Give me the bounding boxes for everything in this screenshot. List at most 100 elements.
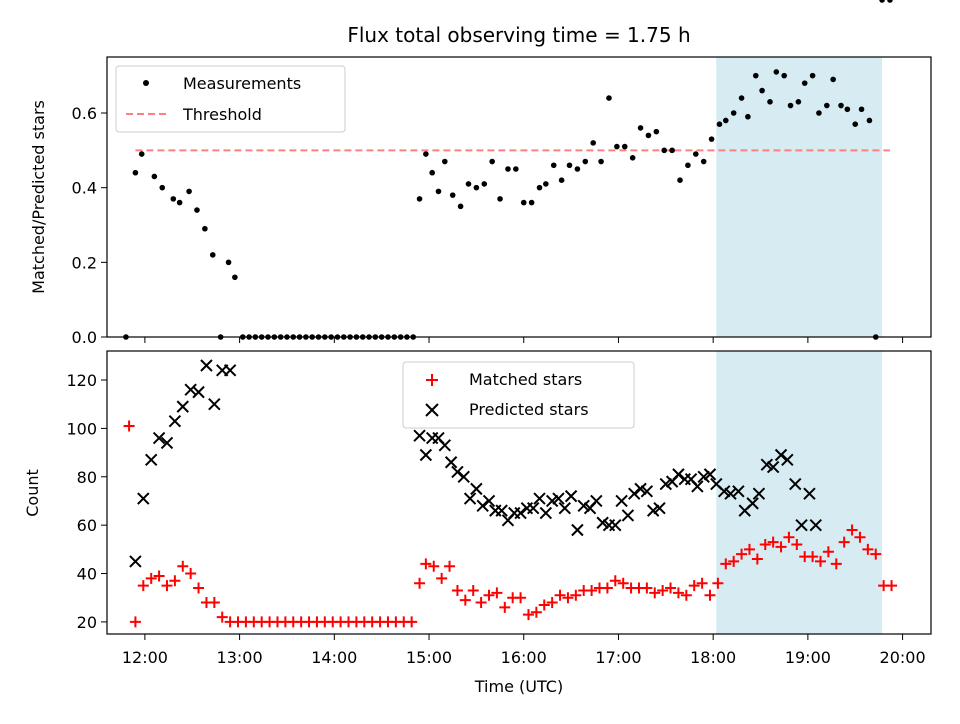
matched-star-point bbox=[546, 597, 558, 609]
measurement-point bbox=[505, 166, 511, 172]
predicted-star-point bbox=[184, 383, 197, 396]
measurement-point bbox=[550, 162, 557, 169]
predicted-star-point bbox=[152, 431, 166, 445]
measurement-point bbox=[598, 158, 604, 165]
legend-matched-label: Matched stars bbox=[469, 370, 582, 389]
measurement-point bbox=[629, 155, 636, 161]
measurement-point bbox=[621, 143, 628, 150]
matched-star-point bbox=[822, 546, 834, 558]
y-tick-label: 0.2 bbox=[72, 253, 97, 272]
matched-star-point bbox=[491, 587, 503, 599]
matched-star-point bbox=[161, 580, 173, 592]
matched-star-point bbox=[451, 584, 463, 596]
top-axes-frame bbox=[106, 56, 932, 338]
predicted-star-point bbox=[137, 492, 150, 505]
predicted-star-point bbox=[703, 468, 717, 481]
predicted-star-point bbox=[168, 414, 182, 428]
measurement-point bbox=[722, 117, 729, 124]
measurement-point bbox=[685, 162, 691, 169]
measurement-point bbox=[606, 95, 612, 101]
matched-star-point bbox=[554, 589, 566, 601]
matched-star-point bbox=[216, 611, 228, 623]
matched-star-point bbox=[783, 531, 795, 543]
matched-star-point bbox=[830, 558, 842, 570]
matched-star-point bbox=[406, 616, 418, 628]
matched-star-point bbox=[129, 616, 141, 628]
matched-star-point bbox=[641, 582, 653, 594]
predicted-star-point bbox=[552, 492, 565, 505]
measurement-point bbox=[653, 128, 660, 135]
measurement-point bbox=[590, 140, 596, 146]
y-tick-label: 60 bbox=[77, 516, 97, 535]
predicted-star-point bbox=[457, 470, 470, 483]
measurement-point bbox=[209, 252, 216, 258]
matched-star-point bbox=[459, 594, 471, 606]
matched-star-point bbox=[169, 575, 181, 587]
top-y-ticks: 0.0 0.2 0.4 0.6 bbox=[72, 104, 107, 347]
top-legend-box bbox=[115, 65, 346, 133]
matched-star-point bbox=[657, 584, 669, 596]
predicted-star-point bbox=[495, 504, 508, 517]
measurement-point bbox=[159, 184, 166, 191]
y-tick-label: 80 bbox=[77, 468, 97, 487]
measurement-point bbox=[677, 177, 683, 183]
chart-title: Flux total observing time = 1.75 h bbox=[347, 23, 690, 47]
measurement-point bbox=[809, 72, 816, 79]
predicted-star-point bbox=[564, 489, 578, 503]
matched-star-point bbox=[123, 420, 135, 432]
legend-measurements-marker bbox=[143, 80, 149, 86]
matched-star-point bbox=[609, 575, 621, 587]
matched-star-point bbox=[538, 599, 550, 611]
x-tick-label: 13:00 bbox=[217, 648, 263, 667]
x-tick-label: 19:00 bbox=[785, 648, 831, 667]
matched-star-point bbox=[530, 606, 542, 618]
matched-star-point bbox=[467, 584, 479, 596]
predicted-star-point bbox=[724, 487, 737, 500]
measurement-point bbox=[465, 181, 472, 187]
predicted-star-point bbox=[514, 506, 527, 520]
measurement-point bbox=[738, 95, 745, 101]
matched-star-point bbox=[601, 582, 613, 594]
measurement-point bbox=[781, 72, 787, 79]
predicted-star-point bbox=[413, 429, 426, 442]
predicted-star-point bbox=[144, 453, 158, 467]
top-panel: 0.0 0.2 0.4 0.6 Matched/Predicted stars Mea… bbox=[29, 0, 932, 347]
matched-star-point bbox=[483, 589, 495, 601]
matched-star-point bbox=[562, 592, 574, 604]
x-tick-label: 17:00 bbox=[595, 648, 641, 667]
measurement-point bbox=[716, 121, 723, 127]
measurement-point bbox=[513, 166, 519, 172]
predicted-star-point bbox=[590, 494, 603, 508]
measurement-point bbox=[138, 151, 145, 157]
matched-stars-series bbox=[123, 420, 898, 628]
top-x-ticks bbox=[144, 337, 904, 343]
matched-star-point bbox=[720, 558, 732, 570]
measurement-point bbox=[844, 106, 851, 113]
matched-star-point bbox=[846, 524, 858, 536]
top-y-axis-label: Matched/Predicted stars bbox=[29, 100, 48, 294]
predicted-star-point bbox=[200, 359, 213, 372]
matched-star-point bbox=[688, 580, 700, 592]
x-axis-label: Time (UTC) bbox=[474, 677, 563, 696]
measurement-point bbox=[787, 102, 794, 109]
measurement-point bbox=[489, 158, 495, 165]
y-tick-label: 40 bbox=[77, 565, 97, 584]
measurement-point bbox=[637, 125, 644, 131]
measurement-point bbox=[429, 169, 435, 176]
x-tick-label: 16:00 bbox=[501, 648, 547, 667]
predicted-star-point bbox=[463, 492, 477, 505]
matched-star-point bbox=[586, 584, 598, 596]
predicted-star-point bbox=[129, 555, 142, 568]
matched-star-point bbox=[728, 555, 740, 567]
predicted-star-point bbox=[621, 509, 635, 522]
measurement-point bbox=[543, 181, 549, 187]
bottom-legend: Matched stars Predicted stars bbox=[402, 361, 635, 429]
matched-star-point bbox=[177, 560, 189, 572]
matched-star-point bbox=[617, 577, 629, 589]
predicted-star-point bbox=[419, 448, 433, 462]
matched-star-point bbox=[522, 609, 534, 621]
measurement-point bbox=[473, 184, 480, 191]
y-tick-label: 0.4 bbox=[72, 179, 97, 198]
bottom-y-axis-label: Count bbox=[23, 469, 42, 517]
predicted-star-point bbox=[795, 518, 808, 532]
